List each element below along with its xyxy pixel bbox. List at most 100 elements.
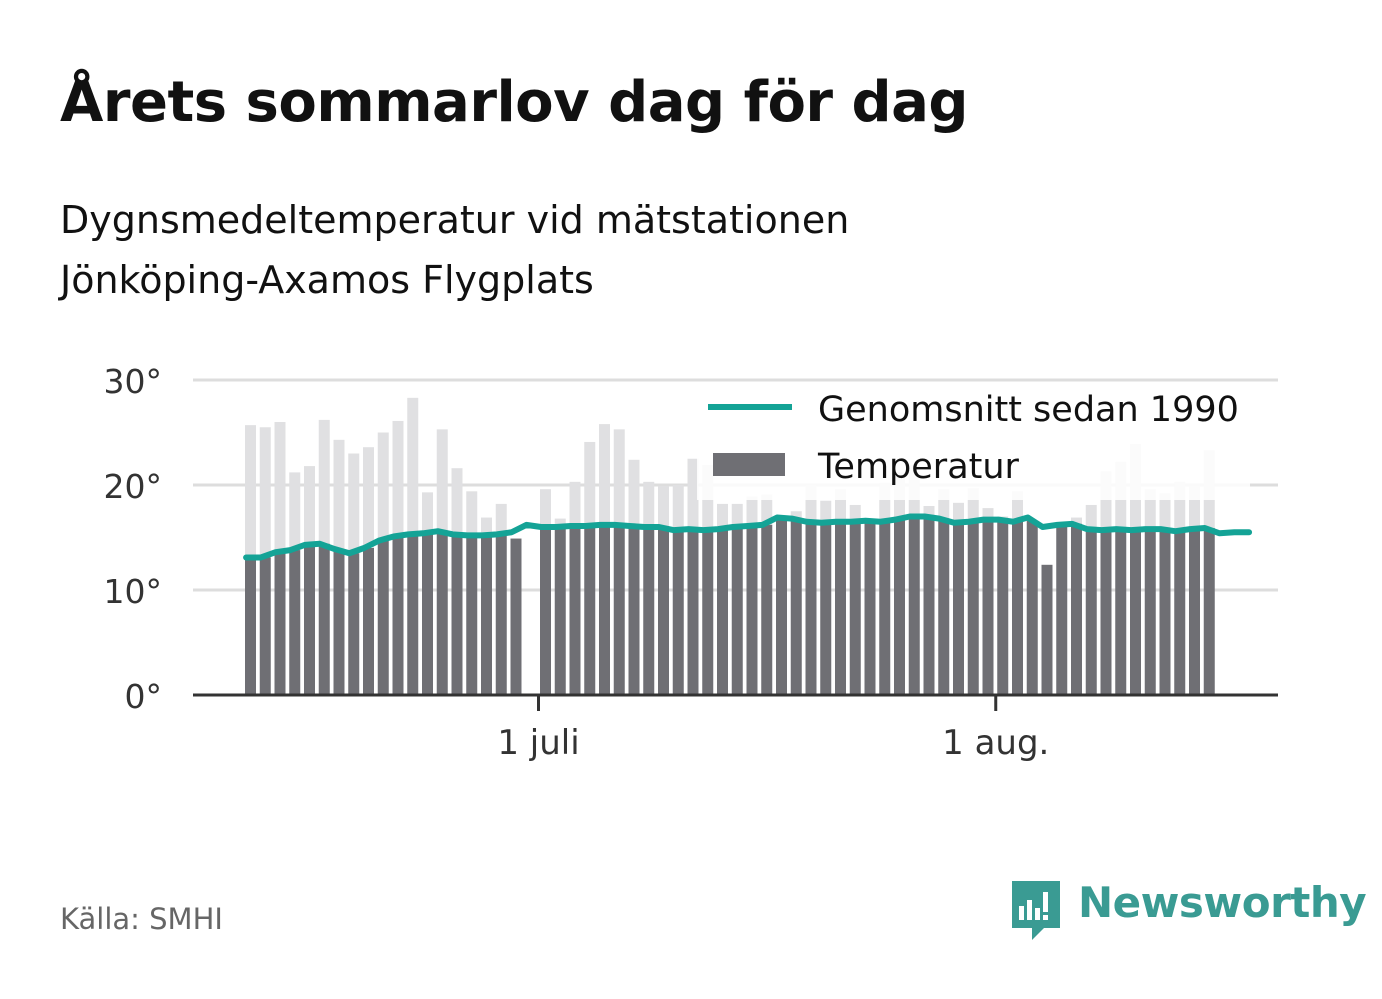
temperature-bar <box>245 557 256 695</box>
brand-name: Newsworthy <box>1078 878 1367 927</box>
temperature-bar <box>554 527 566 695</box>
temperature-bar-upper <box>746 496 758 527</box>
temperature-bar-upper <box>613 429 625 526</box>
legend-background <box>697 382 1250 500</box>
temperature-bar-upper <box>481 517 492 537</box>
temperature-bar <box>318 543 330 695</box>
temperature-bar <box>377 540 389 695</box>
temperature-bar <box>436 531 448 695</box>
temperature-bar-upper <box>392 420 404 538</box>
temperature-bar <box>481 535 492 695</box>
temperature-bar <box>274 552 286 695</box>
temperature-bar-upper <box>540 489 551 528</box>
temperature-bar <box>982 519 994 695</box>
temperature-bar-upper <box>687 458 699 531</box>
temperature-bar <box>643 527 655 695</box>
source-note: Källa: SMHI <box>60 902 223 936</box>
temperature-bar <box>259 557 271 695</box>
temperature-bar <box>613 524 625 695</box>
temperature-bar-upper <box>628 459 640 527</box>
temperature-bar <box>569 525 581 695</box>
subtitle-line-2: Jönköping-Axamos Flygplats <box>60 258 594 302</box>
temperature-bar-upper <box>672 485 684 532</box>
temperature-bar <box>1203 528 1215 695</box>
chart-subtitle: Dygnsmedeltemperatur vid mätstationen Jö… <box>60 190 849 310</box>
temperature-bar-upper <box>554 518 566 528</box>
temperature-bar-upper <box>569 481 581 527</box>
temperature-bar <box>879 521 891 695</box>
temperature-bar-upper <box>348 453 360 555</box>
temperature-bar-upper <box>1174 481 1186 533</box>
legend-line-label: Genomsnitt sedan 1990 <box>818 390 1239 430</box>
temperature-bar-upper <box>938 489 950 520</box>
temperature-bar <box>333 549 345 695</box>
temperature-bar <box>776 518 787 695</box>
temperature-bar-upper <box>584 441 596 527</box>
temperature-bar-upper <box>333 439 345 551</box>
legend: Genomsnitt sedan 1990 Temperatur <box>697 382 1250 500</box>
temperature-bar <box>392 536 404 695</box>
temperature-bar <box>584 525 596 695</box>
temperature-bar-upper <box>1100 471 1112 532</box>
temperature-bar <box>790 518 802 695</box>
temperature-bar-upper <box>1159 493 1171 531</box>
temperature-bar-upper <box>717 503 728 531</box>
legend-bar-swatch <box>713 453 785 476</box>
temperature-bar <box>1041 564 1053 695</box>
temperature-bar <box>407 534 419 695</box>
temperature-bar <box>717 529 728 695</box>
temperature-bar <box>1174 531 1186 695</box>
temperature-bar <box>451 534 463 695</box>
temperature-bar <box>540 527 551 695</box>
temperature-bar <box>1012 521 1023 695</box>
temperature-bar <box>510 538 522 695</box>
temperature-bar <box>1056 524 1068 695</box>
temperature-bar <box>466 535 478 695</box>
x-tick-label: 1 juli <box>497 723 579 763</box>
temperature-bar <box>849 521 861 695</box>
temperature-bar-upper <box>1071 517 1082 525</box>
temperature-bar-upper <box>495 503 507 536</box>
x-axis: 1 juli 1 aug. <box>193 693 1278 763</box>
temperature-bar-upper <box>849 504 861 523</box>
temperature-bar <box>304 544 315 695</box>
temperature-bar <box>687 529 699 695</box>
temperature-bar <box>1115 529 1127 695</box>
y-tick-label: 10° <box>104 572 163 611</box>
temperature-bar-upper <box>407 397 419 536</box>
average-line-layer <box>243 513 1253 561</box>
temperature-bar-upper <box>1085 504 1097 531</box>
temperature-bar <box>1159 529 1171 695</box>
temperature-bar <box>894 519 905 695</box>
temperature-bar-upper <box>643 481 655 528</box>
temperature-bar <box>746 525 758 695</box>
temperature-bar <box>1071 523 1082 695</box>
temperature-bar <box>348 553 360 695</box>
temperature-bar <box>923 516 935 695</box>
temperature-bar-upper <box>982 508 994 521</box>
temperature-bar <box>1144 529 1156 695</box>
temperature-bar-upper <box>259 427 271 559</box>
temperature-bar-upper <box>923 506 935 518</box>
temperature-bar <box>953 522 964 695</box>
temperature-bar-upper <box>790 511 802 520</box>
temperature-bar <box>761 524 773 695</box>
temperature-bar <box>702 530 714 695</box>
temperature-bar <box>1026 520 1038 695</box>
temperature-bar-upper <box>466 491 478 537</box>
temperature-bar-upper <box>318 419 330 545</box>
temperature-bar-upper <box>377 432 389 542</box>
newsworthy-logo-icon <box>1012 881 1060 940</box>
temperature-bar-upper <box>363 447 374 549</box>
temperature-bar-upper <box>422 492 433 535</box>
temperature-bar-upper <box>761 494 773 526</box>
temperature-bar-upper <box>658 486 669 528</box>
temperature-bar-upper <box>1144 489 1156 531</box>
x-tick-label: 1 aug. <box>942 723 1049 763</box>
temperature-bar <box>731 527 743 695</box>
y-tick-label: 30° <box>104 362 163 401</box>
temperature-bar <box>599 524 610 695</box>
temperature-bar <box>864 520 876 695</box>
y-axis-tick-labels: 0° 10° 20° 30° <box>104 362 163 716</box>
temperature-bar-upper <box>274 422 286 554</box>
